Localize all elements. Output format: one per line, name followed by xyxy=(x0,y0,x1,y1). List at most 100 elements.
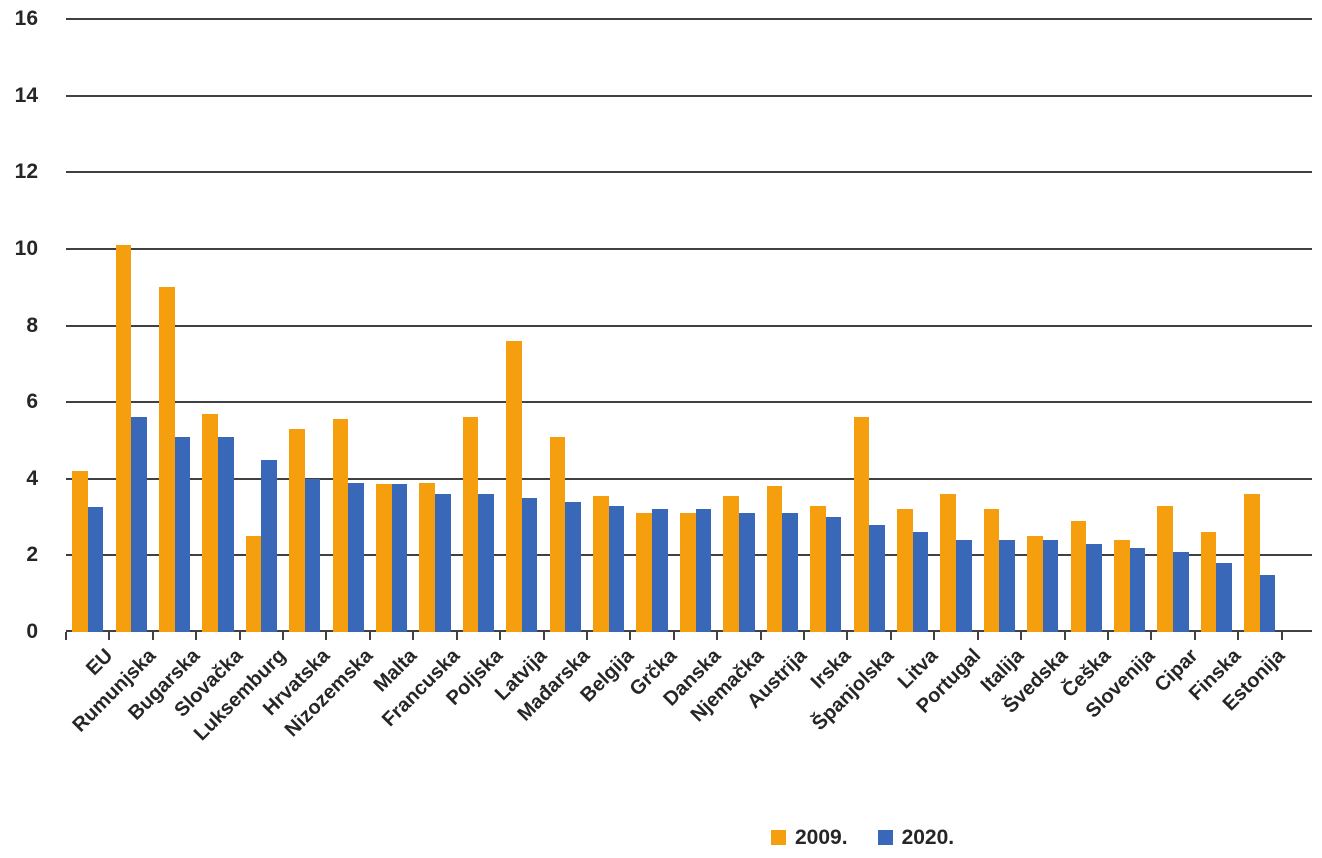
axis-tick xyxy=(1237,632,1240,640)
bar-2020-2 xyxy=(174,436,191,632)
bar-2009-21 xyxy=(983,509,1000,632)
axis-tick xyxy=(759,632,762,640)
axis-tick xyxy=(151,632,154,640)
bar-2020-14 xyxy=(695,509,712,632)
bar-2020-8 xyxy=(435,494,451,632)
bar-2009-0 xyxy=(72,471,88,632)
axis-tick xyxy=(282,632,285,640)
bar-2009-1 xyxy=(115,245,132,632)
axis-tick xyxy=(65,632,67,640)
legend-item-2020: 2020. xyxy=(877,827,954,848)
gridline-14 xyxy=(66,94,1312,97)
bar-2009-12 xyxy=(593,495,609,632)
gridline-12 xyxy=(66,171,1312,174)
bar-2009-22 xyxy=(1027,536,1043,632)
bar-2020-24 xyxy=(1129,547,1146,632)
bar-2009-3 xyxy=(202,413,218,632)
axis-tick xyxy=(976,632,979,640)
axis-tick xyxy=(238,632,241,640)
bar-2009-2 xyxy=(158,287,175,632)
bar-2009-9 xyxy=(462,417,479,632)
bar-2020-6 xyxy=(348,482,364,632)
bar-2020-17 xyxy=(825,517,842,632)
bar-2009-24 xyxy=(1114,540,1130,632)
bar-2020-18 xyxy=(869,524,885,632)
bar-2020-3 xyxy=(217,436,234,632)
axis-tick xyxy=(846,632,849,640)
axis-tick xyxy=(672,632,675,640)
bar-2009-7 xyxy=(376,484,392,632)
axis-tick xyxy=(542,632,545,640)
legend-swatch-2009 xyxy=(771,830,786,845)
axis-tick xyxy=(585,632,588,640)
legend-item-2009: 2009. xyxy=(771,827,848,848)
axis-tick xyxy=(1020,632,1023,640)
axis-tick xyxy=(1193,632,1196,640)
axis-tick xyxy=(889,632,892,640)
axis-tick xyxy=(499,632,502,640)
bar-2020-20 xyxy=(955,540,972,632)
bar-2020-4 xyxy=(261,459,277,632)
bar-2009-18 xyxy=(853,417,870,632)
axis-tick xyxy=(1280,632,1283,640)
y-tick-label-10: 10 xyxy=(14,236,38,260)
bar-2020-25 xyxy=(1173,551,1189,632)
y-tick-label-4: 4 xyxy=(26,466,38,490)
bar-2009-4 xyxy=(245,536,262,632)
y-tick-label-2: 2 xyxy=(26,543,38,567)
y-tick-label-0: 0 xyxy=(26,620,38,643)
bar-2020-22 xyxy=(1042,540,1059,632)
axis-tick xyxy=(716,632,719,640)
axis-tick xyxy=(933,632,936,640)
bar-2020-15 xyxy=(738,513,755,632)
bar-2020-5 xyxy=(304,478,321,632)
bar-2020-19 xyxy=(912,532,929,632)
bar-2020-9 xyxy=(478,494,495,632)
bar-2020-23 xyxy=(1086,543,1102,632)
legend-label-2009: 2009. xyxy=(795,826,848,849)
bar-2009-8 xyxy=(419,482,435,632)
bar-2009-27 xyxy=(1244,494,1260,632)
gridline-6 xyxy=(66,401,1312,404)
y-tick-label-6: 6 xyxy=(26,390,38,414)
y-tick-label-8: 8 xyxy=(26,313,38,337)
gridline-16 xyxy=(66,18,1312,20)
bar-2009-10 xyxy=(506,340,522,632)
bar-2009-20 xyxy=(940,494,956,632)
bar-2009-14 xyxy=(679,513,696,632)
axis-tick xyxy=(368,632,371,640)
axis-tick xyxy=(412,632,415,640)
y-tick-label-16: 16 xyxy=(14,7,38,30)
gridline-4 xyxy=(66,477,1312,480)
bar-2009-11 xyxy=(549,436,566,632)
legend-swatch-2020 xyxy=(877,830,893,845)
bar-2020-21 xyxy=(999,540,1015,632)
axis-tick xyxy=(1063,632,1066,640)
gridline-8 xyxy=(66,324,1312,327)
y-tick-label-14: 14 xyxy=(14,83,38,107)
axis-tick xyxy=(629,632,632,640)
plot-area xyxy=(65,18,1312,640)
bar-2009-23 xyxy=(1070,520,1087,632)
gridline-10 xyxy=(66,247,1312,250)
axis-tick xyxy=(1150,632,1153,640)
bar-2020-12 xyxy=(608,505,625,632)
bar-2009-16 xyxy=(766,486,783,632)
bar-2009-5 xyxy=(289,428,305,632)
bar-2009-17 xyxy=(810,505,826,632)
bar-2020-11 xyxy=(565,501,581,632)
bar-2020-26 xyxy=(1216,563,1233,632)
axis-tick xyxy=(1106,632,1109,640)
legend: 2009. 2020. xyxy=(771,827,954,848)
axis-tick xyxy=(195,632,198,640)
bar-2009-13 xyxy=(636,513,653,632)
bar-2020-16 xyxy=(782,513,798,632)
y-tick-label-12: 12 xyxy=(14,160,38,184)
bar-2020-0 xyxy=(87,507,104,632)
bar-2020-1 xyxy=(131,417,147,632)
axis-tick xyxy=(108,632,111,640)
axis-tick xyxy=(455,632,458,640)
bar-2009-19 xyxy=(896,509,913,632)
bar-2009-6 xyxy=(332,419,349,632)
